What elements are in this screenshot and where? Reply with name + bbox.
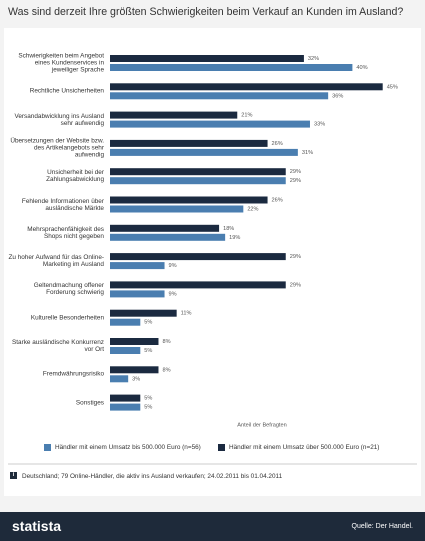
bar bbox=[110, 177, 286, 185]
category-label: Versandabwicklung ins Ausland sehr aufwe… bbox=[14, 112, 104, 127]
bar bbox=[110, 318, 141, 326]
brand: statista bbox=[12, 518, 62, 534]
footer bbox=[0, 512, 425, 541]
footnote: Deutschland; 79 Online-Händler, die akti… bbox=[22, 473, 283, 480]
bar bbox=[110, 168, 286, 176]
value-label: 9% bbox=[169, 263, 177, 269]
bar bbox=[110, 403, 141, 411]
bar bbox=[110, 148, 298, 156]
value-label: 26% bbox=[272, 197, 283, 203]
value-label: 5% bbox=[144, 396, 152, 402]
category-label: Mehrsprachenfähigkeit des Shops nicht ge… bbox=[27, 225, 104, 240]
value-label: 21% bbox=[241, 113, 252, 119]
legend-label: Händler mit einem Umsatz über 500.000 Eu… bbox=[229, 444, 380, 451]
category-label: Fremdwährungsrisiko bbox=[42, 370, 104, 378]
legend-label: Händler mit einem Umsatz bis 500.000 Eur… bbox=[55, 444, 201, 451]
bar bbox=[110, 111, 238, 119]
value-label: 5% bbox=[144, 320, 152, 326]
info-icon: i bbox=[10, 472, 17, 479]
category-label: Schwierigkeiten beim Angebot eines Kunde… bbox=[18, 52, 104, 74]
panel bbox=[4, 28, 421, 496]
bar bbox=[110, 375, 129, 383]
value-label: 8% bbox=[162, 339, 170, 345]
bar bbox=[110, 394, 141, 402]
value-label: 45% bbox=[387, 84, 398, 90]
bar bbox=[110, 347, 141, 354]
category-label: Übersetzungen der Website bzw. des Artik… bbox=[10, 137, 104, 159]
bar bbox=[110, 281, 286, 289]
category-label: Fehlende Informationen über ausländische… bbox=[21, 197, 104, 212]
value-label: 8% bbox=[162, 367, 170, 373]
value-label: 11% bbox=[181, 311, 192, 317]
category-label: Rechtliche Unsicherheiten bbox=[29, 87, 104, 95]
value-label: 29% bbox=[290, 178, 301, 184]
bar bbox=[110, 290, 165, 298]
chart-title: Was sind derzeit Ihre größten Schwierigk… bbox=[8, 6, 404, 18]
source: Quelle: Der Handel. bbox=[351, 523, 413, 530]
bar bbox=[110, 224, 220, 232]
legend-swatch bbox=[44, 444, 51, 451]
bar bbox=[110, 64, 353, 71]
category-label: Starke ausländische Konkurrenz vor Ort bbox=[11, 339, 104, 353]
value-label: 29% bbox=[290, 254, 301, 260]
value-label: 5% bbox=[144, 405, 152, 411]
category-label: Kulturelle Besonderheiten bbox=[30, 314, 104, 322]
bar bbox=[110, 205, 244, 213]
value-label: 36% bbox=[332, 93, 343, 99]
bar bbox=[110, 196, 268, 204]
bar bbox=[110, 338, 159, 345]
value-label: 40% bbox=[356, 65, 367, 71]
category-label: Unsicherheit bei der Zahlungsabwicklung bbox=[46, 169, 104, 184]
value-label: 3% bbox=[132, 376, 140, 382]
value-label: 26% bbox=[272, 141, 283, 147]
bar bbox=[110, 253, 286, 261]
category-label: Sonstiges bbox=[75, 399, 104, 407]
legend-swatch bbox=[218, 444, 225, 451]
value-label: 18% bbox=[223, 226, 234, 232]
value-label: 33% bbox=[314, 122, 325, 128]
value-label: 22% bbox=[247, 206, 258, 212]
bar bbox=[110, 233, 226, 241]
value-label: 9% bbox=[169, 291, 177, 297]
category-label: Zu hoher Aufwand für das Online-Marketin… bbox=[8, 254, 104, 269]
value-label: 29% bbox=[290, 282, 301, 288]
bar bbox=[110, 120, 310, 128]
bar bbox=[110, 83, 383, 91]
bar bbox=[110, 262, 165, 270]
bar bbox=[110, 309, 177, 317]
bar bbox=[110, 92, 329, 100]
value-label: 31% bbox=[302, 150, 313, 156]
bar bbox=[110, 139, 268, 147]
bar bbox=[110, 55, 304, 62]
x-axis-label: Anteil der Befragten bbox=[237, 422, 286, 428]
bar bbox=[110, 366, 159, 374]
value-label: 19% bbox=[229, 235, 240, 241]
value-label: 29% bbox=[290, 169, 301, 175]
value-label: 32% bbox=[308, 56, 319, 62]
value-label: 5% bbox=[144, 348, 152, 354]
category-label: Geltendmachung offener Forderung schwier… bbox=[33, 282, 104, 297]
